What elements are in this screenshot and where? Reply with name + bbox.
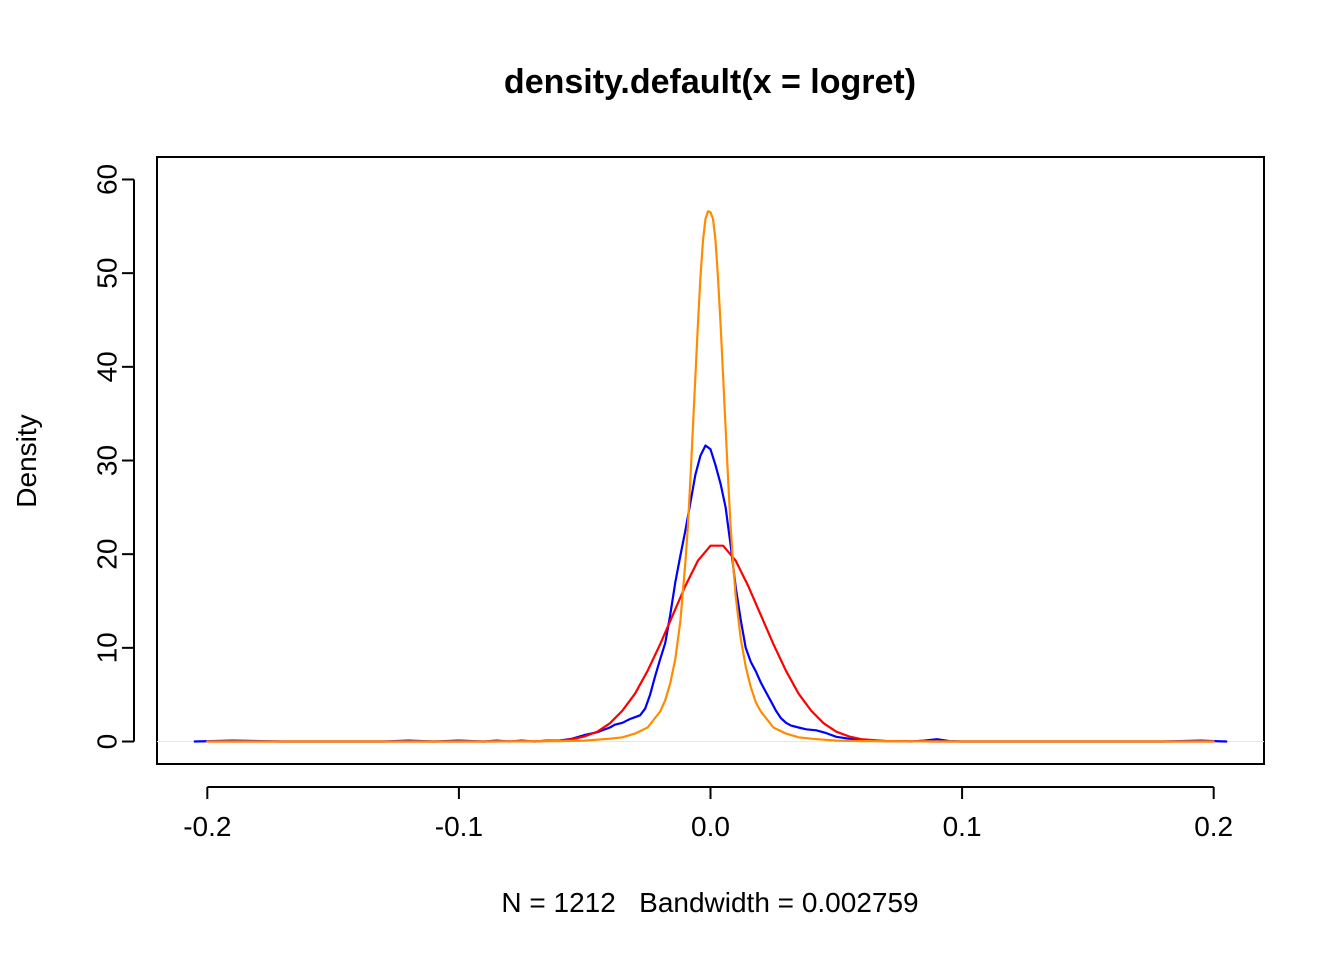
y-tick-label: 20	[91, 539, 122, 570]
density-line-2	[206, 544, 1215, 743]
y-tick-label: 10	[91, 632, 122, 663]
y-tick-label: 60	[91, 164, 122, 195]
x-tick-label: -0.2	[183, 811, 231, 842]
y-tick-label: 50	[91, 258, 122, 289]
y-tick-label: 30	[91, 445, 122, 476]
series-layer	[193, 210, 1228, 743]
plot-frame	[156, 156, 1265, 765]
density-line-1	[193, 444, 1228, 743]
density-line-3	[206, 210, 1215, 743]
x-axis-label: N = 1212 Bandwidth = 0.002759	[501, 887, 918, 918]
y-tick-label: 0	[91, 734, 122, 750]
x-tick-label: 0.0	[691, 811, 730, 842]
chart-title: density.default(x = logret)	[504, 63, 916, 101]
x-tick-label: 0.2	[1194, 811, 1233, 842]
y-tick-label: 40	[91, 351, 122, 382]
x-tick-label: 0.1	[943, 811, 982, 842]
x-tick-label: -0.1	[435, 811, 483, 842]
y-axis-label: Density	[11, 414, 42, 507]
